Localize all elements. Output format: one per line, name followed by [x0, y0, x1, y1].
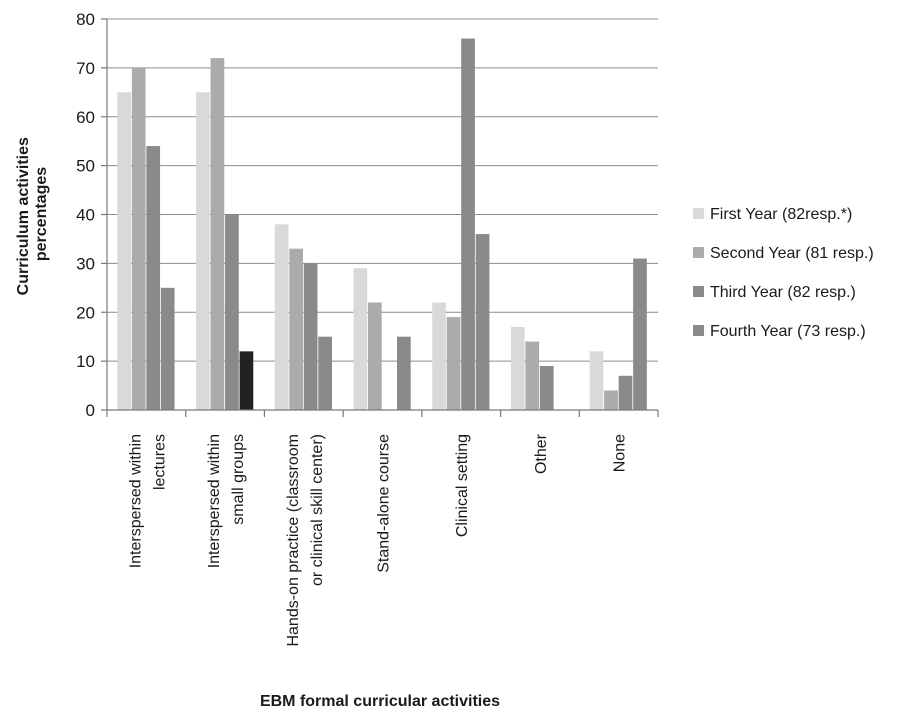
bar-2-6 — [525, 341, 540, 410]
legend-label: First Year (82resp.*) — [710, 206, 852, 223]
x-category-label: Other — [533, 433, 550, 474]
legend-swatch — [693, 247, 704, 258]
legend-label: Second Year (81 resp.) — [710, 245, 874, 262]
y-tick-label: 50 — [76, 157, 95, 176]
bar-4-1 — [160, 287, 175, 410]
x-category-label-line: Stand-alone course — [376, 434, 393, 573]
y-tick-label: 30 — [76, 254, 95, 273]
bars — [117, 38, 647, 411]
bar-4-3 — [318, 336, 332, 410]
y-tick-label: 60 — [76, 108, 95, 127]
bar-2-4 — [368, 302, 382, 410]
y-tick-label: 20 — [76, 303, 95, 322]
x-category-label-line: None — [612, 434, 629, 472]
bar-1-1 — [117, 92, 132, 410]
bar-1-6 — [510, 326, 525, 410]
bar-1-4 — [353, 268, 368, 410]
x-category-label: Interspersed within small groups — [206, 434, 247, 568]
bar-4-7 — [633, 258, 647, 410]
bar-3-5 — [461, 38, 475, 411]
x-category-label-line: lectures — [151, 434, 168, 490]
legend-swatch — [693, 325, 704, 336]
x-category-label: Stand-alone course — [376, 434, 393, 573]
x-category-label: Hands-on practice (classroom or clinical … — [285, 434, 326, 647]
x-category-label: None — [612, 434, 629, 472]
bar-2-5 — [446, 317, 461, 410]
x-category-label-line: Hands-on practice (classroom — [285, 434, 302, 647]
legend-label: Third Year (82 resp.) — [710, 284, 856, 301]
bar-2-3 — [289, 248, 303, 410]
y-tick-label: 10 — [76, 352, 95, 371]
axes — [101, 18, 659, 417]
y-axis-title-line-2: percentages — [33, 167, 50, 261]
y-tick-labels: 0 10 20 30 40 50 60 70 80 — [76, 10, 95, 420]
x-category-label-line: Interspersed within — [206, 434, 223, 568]
bar-3-2 — [225, 214, 239, 410]
x-category-label-line: small groups — [230, 434, 247, 525]
gridlines — [107, 18, 658, 362]
bar-3-3 — [303, 263, 318, 410]
bar-4-2 — [239, 351, 254, 410]
bar-2-1 — [131, 67, 146, 410]
y-tick-label: 80 — [76, 10, 95, 29]
bar-2-7 — [604, 390, 618, 410]
x-category-label-line: Clinical setting — [454, 434, 471, 537]
bar-1-7 — [589, 351, 604, 410]
x-category-labels: Interspersed within lectures Interspersed … — [127, 433, 628, 646]
legend-swatch — [693, 286, 704, 297]
bar-4-5 — [475, 234, 490, 410]
legend-swatch — [693, 208, 704, 219]
bar-1-5 — [432, 302, 446, 410]
y-tick-label: 70 — [76, 59, 95, 78]
x-axis-title: EBM formal curricular activities — [260, 693, 500, 710]
legend: First Year (82resp.*) Second Year (81 res… — [693, 206, 874, 340]
bar-1-3 — [274, 224, 289, 410]
y-axis-title: Curriculum activities percentages — [15, 133, 50, 296]
bar-3-1 — [146, 146, 161, 410]
x-category-label-line: Other — [533, 433, 550, 474]
y-tick-label: 0 — [86, 401, 95, 420]
x-category-label: Clinical setting — [454, 434, 471, 537]
x-category-label: Interspersed within lectures — [127, 434, 168, 568]
legend-label: Fourth Year (73 resp.) — [710, 323, 866, 340]
bar-3-6 — [539, 366, 554, 410]
x-category-label-line: or clinical skill center) — [309, 434, 326, 586]
y-tick-label: 40 — [76, 206, 95, 225]
bar-2-2 — [210, 58, 225, 410]
bar-1-2 — [196, 92, 210, 410]
x-category-label-line: Interspersed within — [127, 434, 144, 568]
bar-4-4 — [397, 336, 411, 410]
y-axis-title-line-1: Curriculum activities — [15, 137, 32, 295]
bar-3-7 — [618, 375, 633, 410]
